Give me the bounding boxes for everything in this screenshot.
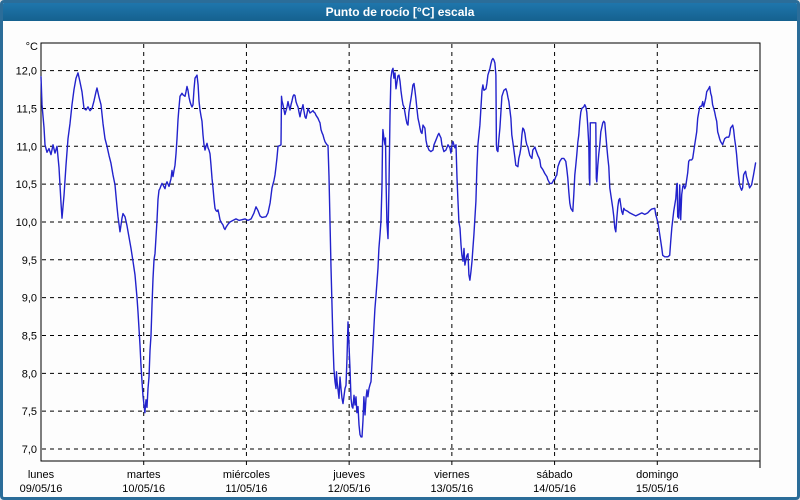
y-tick-label: 7,5 <box>22 406 37 418</box>
x-axis-day-label: sábado <box>537 469 573 481</box>
y-tick-label: 10,0 <box>16 217 37 229</box>
x-axis-day-label: martes <box>127 469 161 481</box>
dew-point-line <box>40 57 757 438</box>
x-axis-date-label: 14/05/16 <box>533 483 576 495</box>
y-tick-label: 11,5 <box>16 103 37 115</box>
chart-svg: 7,0 7,5 8,0 8,5 9,0 9,5 10,0 10,5 11,0 11,5 12,0 °C… <box>16 41 761 495</box>
x-axis-date-label: 15/05/16 <box>636 483 679 495</box>
y-tick-label: 11,0 <box>16 141 37 153</box>
y-tick-label: 8,5 <box>22 330 37 342</box>
x-axis-day-label: viernes <box>434 469 470 481</box>
y-tick-label: 9,5 <box>22 255 37 267</box>
x-axis-date-label: 09/05/16 <box>20 483 63 495</box>
chart-title: Punto de rocío [°C] escala <box>325 5 475 19</box>
x-axis-date-label: 11/05/16 <box>225 483 267 495</box>
y-tick-label: 8,0 <box>22 368 37 380</box>
title-bar: Punto de rocío [°C] escala <box>3 3 797 21</box>
chart-canvas: 7,0 7,5 8,0 8,5 9,0 9,5 10,0 10,5 11,0 11,5 12,0 °C… <box>3 3 797 497</box>
y-tick-label: 12,0 <box>16 66 37 78</box>
x-axis-date-label: 10/05/16 <box>122 483 165 495</box>
y-tick-label: 10,5 <box>16 179 37 191</box>
unit-label: °C <box>26 41 38 53</box>
y-tick-label: 9,0 <box>22 293 37 305</box>
x-axis-day-label: jueves <box>332 469 365 481</box>
x-axis-day-label: domingo <box>636 469 678 481</box>
x-axis-date-label: 13/05/16 <box>430 483 473 495</box>
y-tick-label: 7,0 <box>22 444 37 456</box>
plot-frame <box>40 42 761 462</box>
x-axis-day-label: miércoles <box>223 469 271 481</box>
x-axis-day-label: lunes <box>28 469 55 481</box>
x-axis-date-label: 12/05/16 <box>328 483 371 495</box>
